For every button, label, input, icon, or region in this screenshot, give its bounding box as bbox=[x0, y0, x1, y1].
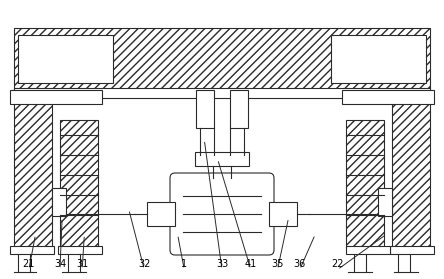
Bar bbox=[196, 90, 214, 128]
Text: 32: 32 bbox=[138, 259, 151, 269]
Bar bbox=[392, 98, 430, 248]
Text: 1: 1 bbox=[181, 259, 187, 269]
Bar bbox=[390, 246, 434, 254]
Bar bbox=[14, 88, 430, 98]
Bar bbox=[52, 188, 66, 216]
Bar bbox=[269, 202, 297, 226]
Bar bbox=[60, 120, 98, 248]
Bar bbox=[58, 246, 102, 254]
Text: 35: 35 bbox=[271, 259, 284, 269]
Text: 41: 41 bbox=[245, 259, 257, 269]
Bar bbox=[346, 120, 384, 248]
Text: 34: 34 bbox=[54, 259, 66, 269]
Bar bbox=[342, 90, 434, 104]
Bar bbox=[18, 35, 113, 83]
Bar bbox=[195, 152, 249, 166]
Text: 22: 22 bbox=[331, 259, 344, 269]
Bar bbox=[378, 188, 392, 216]
Bar bbox=[14, 28, 430, 90]
Text: 33: 33 bbox=[216, 259, 228, 269]
Text: 21: 21 bbox=[23, 259, 35, 269]
Bar bbox=[230, 90, 248, 128]
Text: 36: 36 bbox=[293, 259, 306, 269]
Bar bbox=[10, 90, 102, 104]
Text: 31: 31 bbox=[76, 259, 88, 269]
Bar bbox=[346, 246, 390, 254]
Bar bbox=[331, 35, 426, 83]
FancyBboxPatch shape bbox=[170, 173, 274, 255]
Bar bbox=[14, 98, 52, 248]
Bar bbox=[147, 202, 175, 226]
Bar bbox=[10, 246, 54, 254]
